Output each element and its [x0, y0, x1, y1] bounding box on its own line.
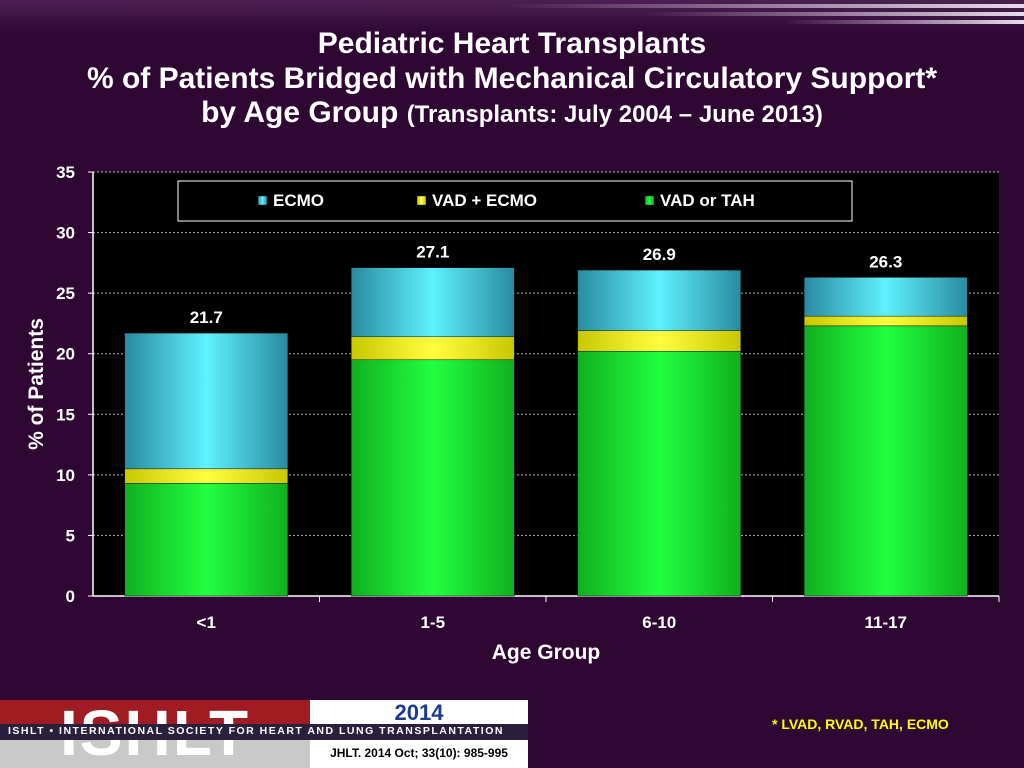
x-tick-label: <1 — [197, 613, 216, 632]
legend-swatch — [644, 195, 655, 206]
society-band: ISHLT • INTERNATIONAL SOCIETY FOR HEART … — [0, 724, 528, 740]
y-tick-label: 10 — [56, 466, 75, 485]
bar-total-label: 27.1 — [416, 243, 449, 262]
legend-label: VAD or TAH — [660, 191, 755, 210]
bar-segment-vad-ecmo — [577, 330, 742, 352]
legend-swatch — [257, 195, 268, 206]
bar-segment-vad-ecmo — [803, 315, 968, 327]
year-label: 2014 — [394, 700, 444, 725]
y-axis-title: % of Patients — [25, 318, 48, 450]
title-line-3-main: by Age Group — [201, 96, 399, 129]
decor-stripe — [644, 12, 1024, 16]
title-line-2: % of Patients Bridged with Mechanical Ci… — [86, 62, 938, 95]
citation-box: JHLT. 2014 Oct; 33(10): 985-995 — [310, 740, 528, 768]
decor-stripe — [784, 20, 1024, 24]
bar-segment-vad-or-tah — [124, 483, 289, 597]
bar-segment-ecmo — [577, 269, 742, 331]
title-line-3: by Age Group (Transplants: July 2004 – J… — [0, 96, 1024, 132]
bar-segment-vad-or-tah — [803, 325, 968, 597]
legend-label: VAD + ECMO — [432, 191, 537, 210]
bar-segment-ecmo — [803, 277, 968, 317]
title-line-1: Pediatric Heart Transplants — [317, 27, 707, 60]
decor-stripe — [504, 4, 1024, 8]
y-tick-label: 20 — [56, 345, 75, 364]
y-tick-label: 25 — [56, 284, 75, 303]
citation-text: JHLT. 2014 Oct; 33(10): 985-995 — [330, 746, 508, 760]
bar-segment-vad-or-tah — [577, 351, 742, 597]
legend-label: ECMO — [273, 191, 324, 210]
legend-box — [177, 180, 853, 222]
society-name: ISHLT • INTERNATIONAL SOCIETY FOR HEART … — [8, 725, 504, 737]
x-tick-label: 1-5 — [420, 613, 445, 632]
bar-segment-ecmo — [350, 267, 515, 338]
bar-total-label: 26.9 — [643, 245, 676, 264]
y-tick-label: 30 — [56, 224, 75, 243]
x-tick-label: 11-17 — [864, 613, 907, 632]
y-tick-label: 0 — [66, 587, 75, 606]
x-axis-title: Age Group — [492, 641, 601, 664]
y-tick-label: 35 — [56, 163, 75, 182]
bar-total-label: 26.3 — [869, 252, 902, 271]
year-box: 2014 — [310, 700, 528, 725]
x-tick-label: 6-10 — [642, 613, 676, 632]
bar-segment-vad-ecmo — [350, 336, 515, 361]
stacked-bar-chart: 0 5 10 15 20 25 30 35 21.7 <1 27.1 1-5 26.9 6-10 26.3 1… — [25, 163, 1000, 664]
legend-swatch — [416, 195, 427, 206]
y-tick-label: 5 — [66, 526, 75, 545]
bar-total-label: 21.7 — [190, 308, 223, 327]
y-tick-label: 15 — [56, 405, 75, 424]
footnote: * LVAD, RVAD, TAH, ECMO — [772, 716, 949, 732]
title-line-3-sub: (Transplants: July 2004 – June 2013) — [406, 101, 823, 128]
slide-title: Pediatric Heart Transplants % of Patient… — [0, 26, 1024, 132]
bar-segment-vad-or-tah — [350, 359, 515, 597]
bar-segment-vad-ecmo — [124, 468, 289, 484]
bar-segment-ecmo — [124, 332, 289, 470]
